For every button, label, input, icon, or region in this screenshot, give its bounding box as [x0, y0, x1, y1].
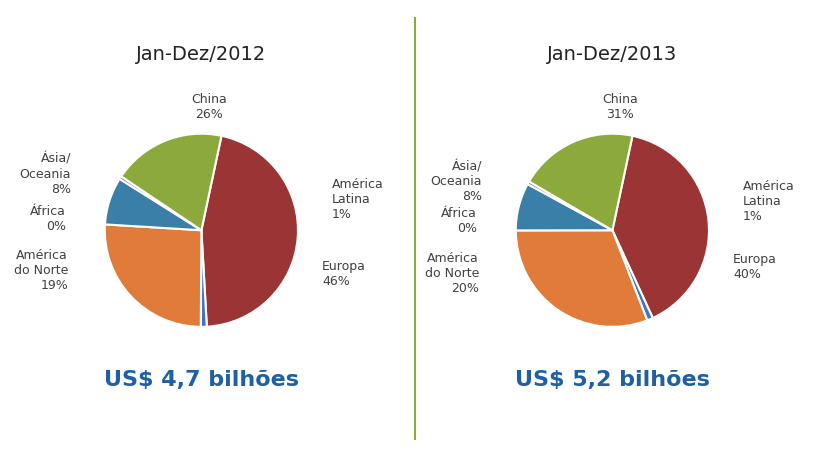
Wedge shape: [201, 230, 207, 327]
Text: África
0%: África 0%: [30, 205, 67, 233]
Wedge shape: [612, 230, 653, 320]
Title: Jan-Dez/2012: Jan-Dez/2012: [136, 45, 266, 64]
Wedge shape: [122, 134, 221, 230]
Text: África
0%: África 0%: [441, 207, 477, 234]
Wedge shape: [105, 224, 201, 327]
Text: China
31%: China 31%: [603, 93, 638, 121]
Text: China
26%: China 26%: [192, 93, 227, 121]
Wedge shape: [529, 134, 632, 230]
Wedge shape: [528, 181, 612, 230]
Text: América
Latina
1%: América Latina 1%: [743, 180, 795, 223]
Text: Ásia/
Oceania
8%: Ásia/ Oceania 8%: [431, 160, 482, 203]
Text: Europa
40%: Europa 40%: [733, 253, 777, 281]
Wedge shape: [516, 230, 647, 327]
Text: América
do Norte
20%: América do Norte 20%: [425, 252, 479, 295]
Text: Ásia/
Oceania
8%: Ásia/ Oceania 8%: [20, 153, 71, 196]
Text: América
Latina
1%: América Latina 1%: [332, 178, 384, 221]
Title: Jan-Dez/2013: Jan-Dez/2013: [547, 45, 677, 64]
Text: US$ 5,2 bilhões: US$ 5,2 bilhões: [515, 370, 710, 390]
Text: América
do Norte
19%: América do Norte 19%: [14, 250, 68, 292]
Wedge shape: [120, 176, 201, 230]
Wedge shape: [201, 136, 298, 327]
Wedge shape: [105, 179, 201, 230]
Text: Europa
46%: Europa 46%: [322, 260, 366, 288]
Wedge shape: [515, 184, 612, 230]
Text: US$ 4,7 bilhões: US$ 4,7 bilhões: [104, 370, 299, 390]
Wedge shape: [612, 136, 709, 318]
